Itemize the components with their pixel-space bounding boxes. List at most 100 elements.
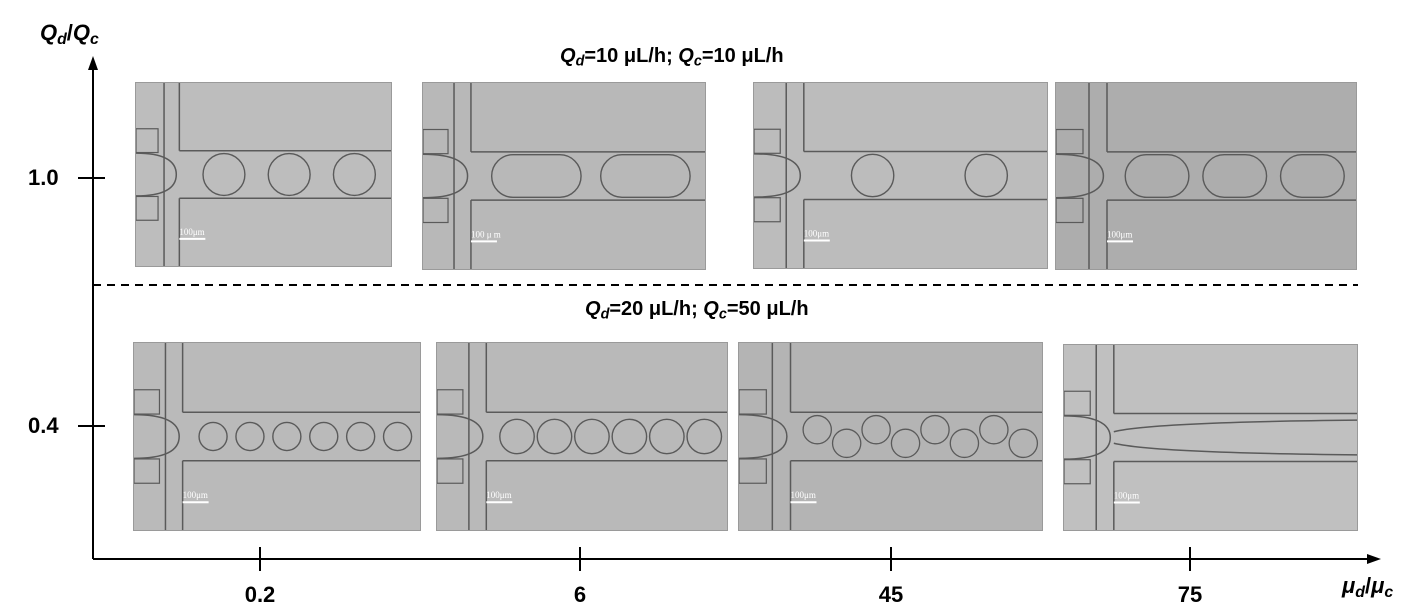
- scale-bar-label: 100μm: [1114, 491, 1139, 501]
- inlet-channel: [163, 83, 181, 266]
- droplet: [861, 414, 891, 445]
- droplet-plug: [490, 154, 582, 198]
- scale-bar-label: 100μm: [183, 490, 208, 500]
- droplet: [499, 418, 535, 455]
- droplet: [332, 152, 377, 197]
- droplet-plug: [1202, 154, 1268, 198]
- x-axis-label: μd/μc: [1342, 573, 1394, 601]
- dispersed-tip: [1056, 153, 1105, 199]
- droplet: [648, 418, 685, 455]
- droplet: [198, 421, 228, 452]
- scale-bar-label: 100μm: [791, 490, 816, 500]
- inlet-channel: [1095, 345, 1115, 530]
- dispersed-tip: [134, 413, 180, 460]
- inlet-channel: [785, 83, 805, 268]
- droplet: [235, 421, 265, 452]
- droplet: [573, 418, 610, 455]
- row-1-condition-label: Qd=10 μL/h; Qc=10 μL/h: [560, 45, 784, 70]
- droplet: [536, 418, 573, 455]
- micrograph-row1-col2: 100 μ m: [422, 82, 706, 270]
- micrograph-background: [136, 83, 391, 266]
- side-chamber: [437, 458, 464, 484]
- side-chamber: [136, 128, 159, 154]
- outlet-channel: [790, 411, 1042, 462]
- side-chamber: [134, 389, 161, 415]
- micrograph-background: [437, 343, 727, 530]
- droplet: [267, 152, 311, 197]
- side-chamber: [423, 128, 449, 155]
- y-tick-label-0-4: 0.4: [28, 413, 59, 438]
- micrograph-background: [423, 83, 705, 269]
- outlet-channel: [179, 149, 391, 200]
- side-chamber: [136, 195, 159, 221]
- scale-bar-label: 100μm: [804, 229, 829, 239]
- micrograph-background: [134, 343, 420, 530]
- micrograph-background: [739, 343, 1042, 530]
- droplet: [686, 418, 723, 455]
- micrograph-row2-col3: 100μm: [738, 342, 1043, 531]
- side-chamber: [423, 197, 449, 224]
- micrograph-row1-col4: 100μm: [1055, 82, 1357, 270]
- outlet-channel: [1107, 151, 1356, 201]
- droplet: [1008, 428, 1039, 459]
- outlet-channel: [1113, 412, 1357, 463]
- side-chamber: [739, 389, 767, 415]
- side-chamber: [437, 389, 464, 415]
- scale-bar-label: 100μm: [486, 490, 511, 500]
- droplet: [309, 421, 339, 452]
- side-chamber: [1056, 128, 1084, 155]
- side-chamber: [739, 458, 767, 484]
- micrograph-background: [1056, 83, 1356, 269]
- dispersed-tip: [136, 152, 178, 197]
- side-chamber: [1064, 459, 1091, 485]
- y-axis-label: Qd/Qc: [40, 20, 99, 48]
- jet-thread: [1113, 419, 1357, 456]
- droplet-plug: [1124, 154, 1190, 198]
- micrograph-background: [754, 83, 1047, 268]
- inlet-channel: [453, 83, 472, 269]
- side-chamber: [1056, 197, 1084, 224]
- droplet: [949, 428, 980, 459]
- droplet: [272, 421, 302, 452]
- micrograph-row2-col4: 100μm: [1063, 344, 1358, 531]
- inlet-channel: [771, 343, 792, 530]
- droplet: [890, 428, 921, 459]
- x-tick-label-45: 45: [878, 582, 904, 607]
- droplet: [831, 428, 862, 459]
- dispersed-tip: [437, 413, 484, 460]
- droplet: [611, 418, 648, 455]
- micrograph-row2-col2: 100μm: [436, 342, 728, 531]
- dispersed-tip: [1064, 415, 1112, 460]
- side-chamber: [1064, 390, 1091, 416]
- dispersed-tip: [423, 153, 469, 199]
- micrograph-row1-col1: 100μm: [135, 82, 392, 267]
- outlet-channel: [470, 151, 705, 201]
- outlet-channel: [803, 150, 1047, 201]
- dispersed-tip: [754, 153, 802, 198]
- micrograph-background: [1064, 345, 1357, 530]
- droplet: [979, 414, 1009, 445]
- outlet-channel: [182, 411, 420, 462]
- droplet: [382, 421, 413, 452]
- droplet: [964, 153, 1009, 198]
- droplet-plug: [1279, 154, 1345, 198]
- droplet: [920, 414, 950, 445]
- droplet: [802, 414, 833, 445]
- y-tick-label-1-0: 1.0: [28, 165, 59, 190]
- outlet-channel: [486, 411, 727, 462]
- x-tick-label-6: 6: [573, 582, 587, 607]
- scale-bar-label: 100 μ m: [471, 229, 501, 239]
- scale-bar-label: 100μm: [179, 227, 204, 237]
- droplet-plug: [599, 154, 691, 198]
- droplet: [850, 153, 895, 198]
- inlet-channel: [164, 343, 184, 530]
- inlet-channel: [1088, 83, 1108, 269]
- inlet-channel: [468, 343, 488, 530]
- dispersed-tip: [739, 413, 788, 460]
- side-chamber: [754, 197, 781, 223]
- row-2-condition-label: Qd=20 μL/h; Qc=50 μL/h: [585, 298, 809, 323]
- y-axis-arrowhead: [88, 56, 98, 70]
- micrograph-row1-col3: 100μm: [753, 82, 1048, 269]
